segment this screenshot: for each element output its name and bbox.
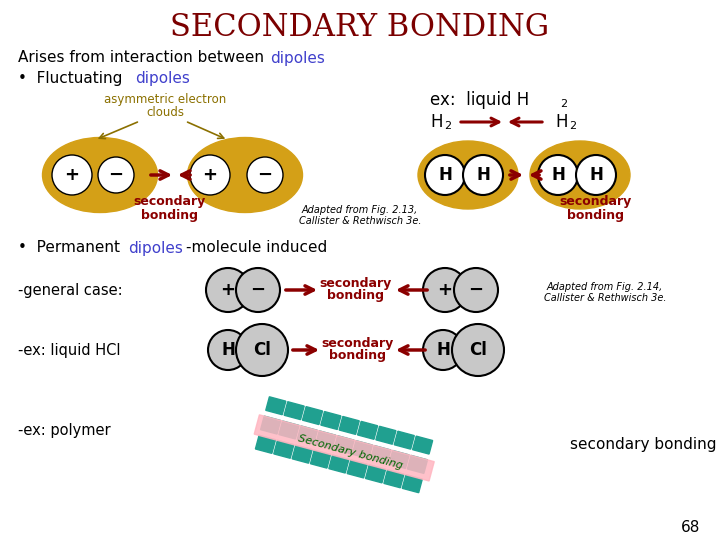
Text: +: + (438, 281, 452, 299)
Polygon shape (310, 450, 330, 468)
Polygon shape (254, 415, 434, 481)
Text: 2: 2 (560, 99, 567, 109)
Polygon shape (302, 407, 323, 424)
Circle shape (208, 330, 248, 370)
Text: −: − (258, 166, 273, 184)
Text: −: − (469, 281, 484, 299)
Circle shape (425, 155, 465, 195)
Text: SECONDARY BONDING: SECONDARY BONDING (171, 12, 549, 44)
Text: 2: 2 (569, 121, 576, 131)
Text: bonding: bonding (330, 349, 387, 362)
Polygon shape (339, 416, 359, 434)
Ellipse shape (418, 141, 518, 209)
Text: 2: 2 (444, 121, 451, 131)
Circle shape (247, 157, 283, 193)
Polygon shape (334, 436, 354, 454)
Circle shape (206, 268, 250, 312)
Ellipse shape (530, 141, 630, 209)
Polygon shape (376, 426, 396, 444)
Ellipse shape (187, 138, 302, 213)
Text: dipoles: dipoles (128, 240, 183, 255)
Text: bonding: bonding (567, 208, 624, 221)
Polygon shape (358, 421, 377, 440)
Text: H: H (476, 166, 490, 184)
Text: H: H (438, 166, 452, 184)
Text: -ex: polymer: -ex: polymer (18, 422, 111, 437)
Text: •  Fluctuating: • Fluctuating (18, 71, 127, 85)
Text: dipoles: dipoles (270, 51, 325, 65)
Circle shape (454, 268, 498, 312)
Text: -ex: liquid HCl: -ex: liquid HCl (18, 342, 120, 357)
Text: bonding: bonding (142, 208, 199, 221)
Polygon shape (297, 426, 318, 444)
Polygon shape (284, 402, 304, 420)
Polygon shape (389, 450, 409, 469)
Circle shape (538, 155, 578, 195)
Text: Secondary bonding: Secondary bonding (297, 433, 403, 471)
Polygon shape (371, 446, 391, 463)
Polygon shape (329, 455, 349, 473)
Text: H: H (551, 166, 565, 184)
Polygon shape (366, 465, 386, 483)
Polygon shape (256, 435, 276, 454)
Polygon shape (413, 436, 433, 454)
Polygon shape (279, 421, 299, 439)
Text: •  Permanent: • Permanent (18, 240, 125, 255)
Text: −: − (109, 166, 124, 184)
Text: H: H (221, 341, 235, 359)
Circle shape (190, 155, 230, 195)
Circle shape (423, 268, 467, 312)
Circle shape (463, 155, 503, 195)
Polygon shape (347, 460, 367, 478)
Polygon shape (321, 411, 341, 429)
Text: Adapted from Fig. 2.14,: Adapted from Fig. 2.14, (547, 282, 663, 292)
Text: Cl: Cl (253, 341, 271, 359)
Polygon shape (315, 431, 336, 449)
Text: H: H (436, 341, 450, 359)
Polygon shape (292, 446, 312, 463)
Text: +: + (220, 281, 235, 299)
Text: +: + (202, 166, 217, 184)
Text: -general case:: -general case: (18, 282, 122, 298)
Text: clouds: clouds (146, 106, 184, 119)
Text: secondary: secondary (134, 195, 206, 208)
Text: asymmetric electron: asymmetric electron (104, 93, 226, 106)
Polygon shape (395, 431, 414, 449)
Polygon shape (408, 455, 428, 474)
Text: 68: 68 (680, 521, 700, 536)
Text: secondary: secondary (322, 338, 394, 350)
Circle shape (452, 324, 504, 376)
Text: dipoles: dipoles (135, 71, 190, 85)
Polygon shape (266, 397, 286, 415)
Text: Cl: Cl (469, 341, 487, 359)
Text: secondary: secondary (320, 278, 392, 291)
Circle shape (236, 324, 288, 376)
Polygon shape (384, 470, 404, 488)
Text: -molecule induced: -molecule induced (186, 240, 328, 255)
Text: H: H (555, 113, 567, 131)
Text: secondary bonding: secondary bonding (570, 437, 716, 453)
Text: Callister & Rethwisch 3e.: Callister & Rethwisch 3e. (544, 293, 666, 303)
Ellipse shape (42, 138, 158, 213)
Text: H: H (589, 166, 603, 184)
Text: H: H (430, 113, 443, 131)
Circle shape (98, 157, 134, 193)
Text: bonding: bonding (328, 289, 384, 302)
Text: Arises from interaction between: Arises from interaction between (18, 51, 269, 65)
Text: secondary: secondary (559, 195, 631, 208)
Polygon shape (261, 416, 281, 434)
Circle shape (423, 330, 463, 370)
Polygon shape (274, 440, 294, 458)
Polygon shape (402, 475, 423, 492)
Text: Callister & Rethwisch 3e.: Callister & Rethwisch 3e. (299, 216, 421, 226)
Text: ex:  liquid H: ex: liquid H (430, 91, 529, 109)
Text: Adapted from Fig. 2.13,: Adapted from Fig. 2.13, (302, 205, 418, 215)
Circle shape (576, 155, 616, 195)
Text: −: − (251, 281, 266, 299)
Text: +: + (65, 166, 79, 184)
Circle shape (236, 268, 280, 312)
Polygon shape (352, 441, 372, 458)
Circle shape (52, 155, 92, 195)
